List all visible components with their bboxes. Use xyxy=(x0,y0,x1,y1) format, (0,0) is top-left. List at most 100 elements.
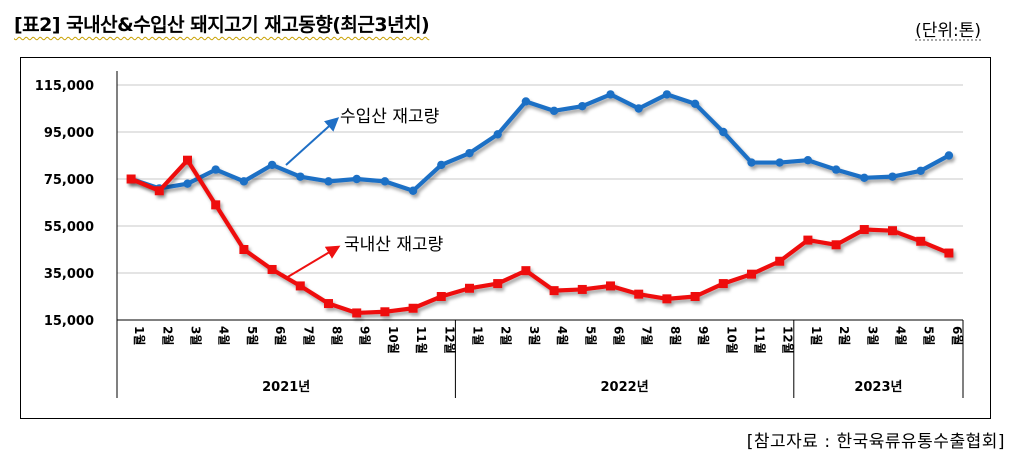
series-1 xyxy=(126,155,954,318)
legend-domestic-arrow xyxy=(285,245,341,279)
y-axis: 15,000 35,000 55,000 75,000 95,000 115,000 xyxy=(35,71,118,329)
x-tick-label: 1월 xyxy=(132,326,147,345)
data-point xyxy=(831,165,841,174)
x-tick-label: 1월 xyxy=(471,326,486,345)
data-point xyxy=(295,281,305,291)
data-point xyxy=(183,179,192,188)
x-tick-label: 6월 xyxy=(950,326,965,345)
x-tick-label: 8월 xyxy=(330,326,345,345)
page-title-text: [표2] 국내산&수입산 돼지고기 재고동향(최근3년치) xyxy=(14,14,430,36)
x-tick-label: 2월 xyxy=(837,326,852,345)
legend-domestic-label: 국내산 재고량 xyxy=(344,235,444,255)
data-point xyxy=(267,264,277,274)
data-point xyxy=(662,294,672,304)
data-point xyxy=(267,160,277,170)
legend-imported-arrow xyxy=(285,117,340,166)
data-point xyxy=(408,186,418,195)
data-point xyxy=(831,240,841,250)
x-tick-label: 4월 xyxy=(217,326,232,345)
data-point xyxy=(211,200,221,210)
grid-lines xyxy=(117,84,963,274)
legend-imported-label: 수입산 재고량 xyxy=(340,107,440,127)
data-point xyxy=(690,292,700,301)
data-point xyxy=(775,158,784,167)
data-point xyxy=(324,299,333,309)
x-tick-label: 5월 xyxy=(245,326,260,345)
data-point xyxy=(296,172,305,181)
data-point xyxy=(465,148,474,158)
y-tick-label: 95,000 xyxy=(44,126,94,141)
x-tick-label: 7월 xyxy=(640,326,655,345)
data-point xyxy=(888,226,897,236)
data-point xyxy=(944,151,954,160)
data-point xyxy=(211,165,220,174)
x-tick-label: 6월 xyxy=(612,326,627,345)
data-point xyxy=(747,158,756,167)
data-point xyxy=(606,90,615,99)
data-point xyxy=(859,225,869,235)
data-point xyxy=(352,174,361,184)
x-tick-label: 6월 xyxy=(273,326,288,345)
legend-imported: 수입산 재고량 xyxy=(285,107,440,166)
data-point xyxy=(549,286,559,296)
data-point xyxy=(521,266,531,276)
x-tick-label: 9월 xyxy=(696,326,711,345)
x-tick-label: 4월 xyxy=(894,326,909,345)
data-point xyxy=(239,177,249,186)
data-point xyxy=(352,308,362,318)
data-point xyxy=(154,186,164,196)
data-point xyxy=(380,177,390,186)
page-title: [표2] 국내산&수입산 돼지고기 재고동향(최근3년치) xyxy=(14,10,430,37)
data-point xyxy=(465,283,474,293)
data-point xyxy=(577,284,587,294)
data-point xyxy=(493,130,502,139)
unit-label: (단위:톤) xyxy=(915,21,981,41)
data-point xyxy=(860,173,869,183)
data-point xyxy=(380,307,390,317)
x-tick-label: 1월 xyxy=(809,326,824,345)
data-point xyxy=(662,90,672,99)
x-tick-label: 4월 xyxy=(555,326,570,345)
data-point xyxy=(183,155,192,165)
data-point xyxy=(436,292,446,301)
x-tick-label: 8월 xyxy=(668,326,683,345)
x-tick-label: 3월 xyxy=(865,326,880,345)
y-tick-label: 115,000 xyxy=(35,79,94,94)
x-tick-label: 5월 xyxy=(922,326,937,345)
x-tick-label: 10월 xyxy=(724,326,739,354)
data-point xyxy=(747,269,756,279)
data-point xyxy=(944,248,954,258)
data-point xyxy=(888,172,897,181)
data-point xyxy=(803,235,813,245)
data-point xyxy=(634,104,643,113)
data-point xyxy=(719,127,728,137)
data-point xyxy=(718,279,728,289)
y-tick-label: 55,000 xyxy=(44,220,94,235)
data-point xyxy=(634,289,644,299)
x-tick-label: 7월 xyxy=(301,326,316,345)
x-tick-label: 9월 xyxy=(358,326,373,345)
x-tick-label: 10월 xyxy=(386,326,401,354)
y-tick-label: 35,000 xyxy=(44,267,94,282)
legend-domestic: 국내산 재고량 xyxy=(285,235,444,279)
data-point xyxy=(408,303,418,313)
series-line xyxy=(129,158,952,316)
x-tick-label: 11월 xyxy=(414,326,429,354)
series-group xyxy=(126,90,954,318)
data-point xyxy=(775,256,785,266)
data-point xyxy=(803,156,813,165)
x-axis: 1월 2월 3월 4월 5월 6월 7월 8월 9월 10월 11월 12월 1월 2월 3월 4월 5월 6월 7… xyxy=(116,319,965,398)
year-label: 2021년 xyxy=(262,380,310,395)
y-tick-label: 75,000 xyxy=(44,173,94,188)
series-line xyxy=(129,92,952,193)
source-note: [참고자료 : 한국육류유통수출협회] xyxy=(746,432,1005,452)
data-point xyxy=(916,166,925,175)
data-point xyxy=(578,101,587,111)
x-tick-label: 5월 xyxy=(583,326,598,345)
x-tick-label: 2월 xyxy=(499,326,514,345)
x-tick-label: 12월 xyxy=(442,326,457,354)
data-point xyxy=(521,97,531,106)
data-point xyxy=(239,245,249,254)
data-point xyxy=(549,106,559,116)
